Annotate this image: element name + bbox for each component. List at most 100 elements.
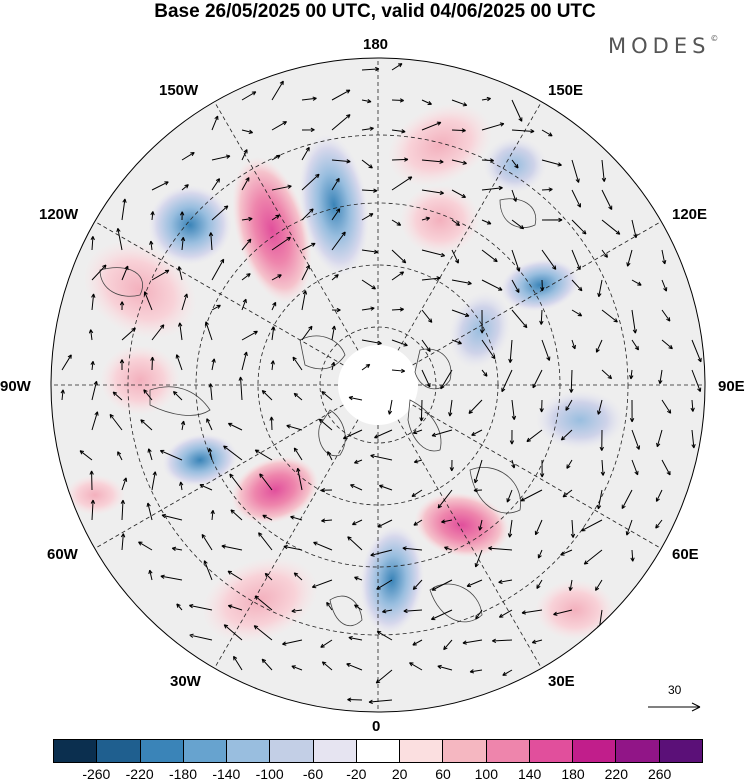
wind-arrow — [90, 499, 96, 521]
wind-arrow — [534, 519, 543, 536]
wind-arrow — [413, 459, 423, 464]
anomaly-patch — [148, 185, 232, 265]
wind-arrow — [451, 128, 466, 133]
wind-arrow — [444, 546, 453, 551]
colorbar-swatch — [443, 740, 487, 762]
wind-arrow — [443, 639, 453, 651]
wind-arrow — [60, 389, 65, 401]
wind-arrow — [440, 369, 453, 390]
anomaly-patch — [65, 475, 125, 515]
wind-arrow — [172, 390, 183, 401]
wind-arrow — [560, 549, 573, 556]
wind-arrow — [89, 470, 94, 491]
wind-arrow — [227, 570, 243, 581]
wind-arrow — [462, 639, 483, 645]
wind-arrow — [451, 249, 459, 264]
wind-arrow — [451, 309, 470, 318]
wind-arrow — [583, 549, 603, 565]
wind-arrow — [475, 609, 483, 620]
lon-label-120e: 120E — [672, 206, 708, 223]
wind-arrow — [629, 369, 634, 380]
wind-arrow — [391, 63, 403, 71]
wind-arrow — [146, 502, 153, 521]
reference-vector — [648, 702, 701, 712]
wind-arrow — [507, 519, 513, 538]
wind-arrow — [361, 213, 374, 221]
wind-arrow — [378, 484, 393, 491]
wind-arrow — [595, 579, 603, 591]
meridian-line — [92, 404, 344, 551]
wind-arrow — [120, 533, 126, 551]
wind-arrow — [541, 217, 563, 223]
wind-arrow — [301, 242, 316, 251]
wind-arrow — [321, 391, 333, 401]
wind-arrow — [553, 609, 573, 616]
wind-arrow — [581, 519, 603, 532]
anomaly-patch — [232, 156, 312, 304]
wind-arrow — [112, 391, 123, 401]
wind-arrow — [241, 273, 251, 281]
wind-arrow — [301, 146, 310, 161]
lon-label-90w: 90W — [0, 378, 31, 395]
colorbar-tick-label: 100 — [474, 766, 499, 782]
wind-arrow — [148, 569, 153, 581]
wind-arrow — [241, 177, 250, 191]
anomaly-patch — [387, 103, 493, 187]
wind-arrow — [481, 96, 491, 102]
wind-arrow — [511, 99, 523, 122]
wind-arrow — [119, 301, 125, 311]
wind-arrow — [290, 515, 303, 521]
wind-arrow — [571, 219, 587, 235]
wind-arrow — [121, 327, 136, 341]
wind-arrow — [511, 189, 517, 202]
meridian-line — [92, 219, 344, 366]
wind-arrow — [283, 544, 303, 551]
colorbar-tick-label: -140 — [212, 766, 241, 782]
wind-arrow — [301, 264, 310, 281]
wind-arrow — [149, 240, 154, 251]
map-title: Base 26/05/2025 00 UTC, valid 04/06/2025… — [154, 1, 596, 22]
wind-arrow — [661, 249, 667, 265]
wind-arrow — [481, 219, 492, 225]
colorbar-tick-label: 180 — [561, 766, 585, 782]
wind-vectors — [60, 63, 702, 705]
wind-arrow — [88, 329, 94, 341]
wind-arrow — [318, 418, 333, 431]
wind-arrow — [91, 411, 99, 431]
wind-arrow — [421, 189, 444, 195]
wind-arrow — [539, 399, 544, 413]
wind-arrow — [241, 149, 248, 161]
wind-arrow — [211, 304, 221, 311]
wind-arrow — [600, 459, 606, 476]
wind-arrow — [271, 326, 276, 341]
colorbar-tick-label: -220 — [125, 766, 154, 782]
wind-arrow — [539, 309, 544, 325]
wind-arrow — [264, 572, 273, 581]
anomaly-patch — [500, 258, 580, 312]
wind-arrow — [271, 80, 284, 101]
wind-arrow — [451, 189, 466, 198]
wind-arrow — [293, 447, 303, 461]
wind-arrow — [176, 603, 183, 611]
lon-label-60w: 60W — [47, 546, 78, 563]
anomaly-patch — [298, 133, 370, 277]
wind-arrow — [203, 560, 213, 581]
wind-arrow — [301, 208, 314, 221]
lon-label-30w: 30W — [170, 673, 201, 690]
wind-arrow — [391, 249, 407, 264]
wind-arrow — [259, 473, 273, 491]
wind-arrow — [565, 399, 573, 411]
wind-arrow — [532, 369, 543, 389]
wind-arrow — [402, 546, 423, 551]
anomaly-patch — [483, 137, 547, 193]
wind-arrow — [181, 184, 189, 191]
wind-arrow — [412, 579, 423, 591]
wind-arrow — [361, 249, 379, 254]
wind-arrow — [451, 339, 462, 345]
wind-arrow — [661, 399, 672, 414]
wind-arrow — [568, 579, 573, 591]
wind-arrow — [658, 369, 663, 385]
wind-arrow — [292, 356, 303, 371]
wind-arrow — [361, 98, 372, 104]
wind-arrow — [208, 232, 214, 251]
